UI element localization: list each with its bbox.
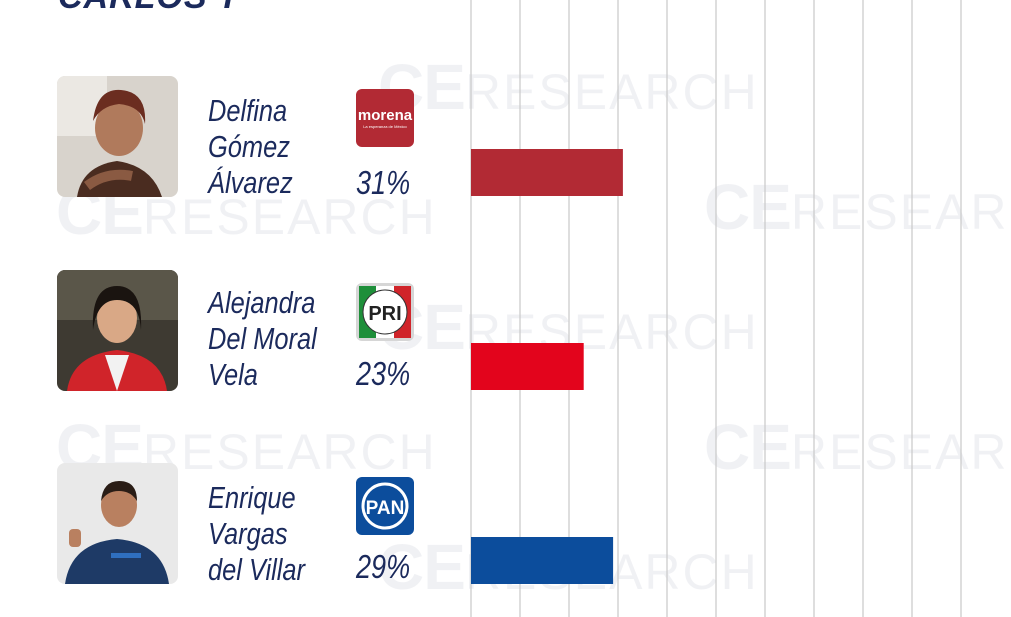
bar: [471, 149, 623, 196]
bar: [471, 537, 614, 584]
pri-logo-icon: PRI: [356, 283, 414, 341]
pan-logo-icon: PAN: [356, 477, 414, 535]
candidate-percentage: 29%: [356, 548, 411, 585]
candidate-photo-icon: [57, 463, 178, 584]
candidate-name: Delfina Gómez Álvarez: [208, 93, 293, 200]
candidate-photo-icon: [57, 76, 178, 197]
watermark: CERESEARCH: [704, 411, 1011, 483]
candidate-photo-icon: [57, 270, 178, 391]
svg-text:PRI: PRI: [368, 303, 401, 325]
candidate-percentage: 23%: [356, 355, 411, 392]
page-title: CARLOS T: [58, 0, 240, 17]
watermark: CERESEARCH: [704, 171, 1011, 243]
watermark: CERESEARCH: [378, 51, 759, 123]
candidate-name: Alejandra Del Moral Vela: [208, 285, 317, 392]
candidate-name: Enrique Vargas del Villar: [208, 480, 306, 587]
svg-text:PAN: PAN: [366, 498, 405, 519]
candidate-percentage: 31%: [356, 164, 411, 201]
morena-logo-icon: morena La esperanza de México: [356, 89, 414, 147]
bar: [471, 343, 584, 390]
